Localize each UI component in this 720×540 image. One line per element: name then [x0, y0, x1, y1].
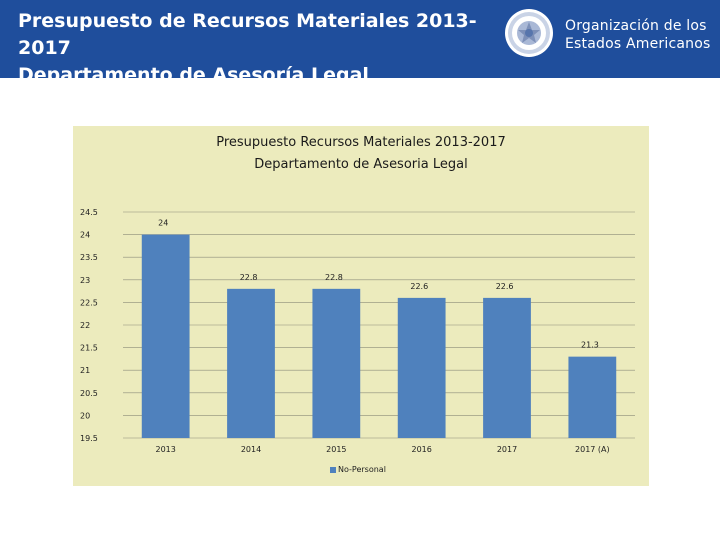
page-title: Presupuesto de Recursos Materiales 2013-… — [18, 8, 498, 89]
data-label: 21.3 — [581, 341, 599, 350]
chart-panel: Presupuesto Recursos Materiales 2013-201… — [73, 126, 649, 486]
y-tick-label: 24 — [80, 231, 90, 240]
y-tick-label: 19.5 — [80, 434, 98, 443]
data-label: 22.6 — [496, 282, 514, 291]
y-tick-label: 22 — [80, 321, 90, 330]
organization-name-line-2: Estados Americanos — [565, 36, 711, 52]
bar-chart: 19.5 20 20.5 21 21.5 22 22.5 23 23.5 24 24.5 24 2013… — [80, 208, 635, 454]
chart-title-line-2: Departamento de Asesoria Legal — [254, 157, 468, 172]
organization-name-line-1: Organización de los — [565, 18, 707, 34]
organization-name: Organización de los Estados Americanos — [565, 17, 715, 53]
bar — [141, 234, 190, 438]
x-tick-label: 2013 — [155, 445, 175, 454]
y-tick-label: 23 — [80, 276, 90, 285]
header-banner: Presupuesto de Recursos Materiales 2013-… — [0, 0, 720, 86]
bar — [312, 288, 361, 438]
x-tick-label: 2017 (A) — [575, 445, 610, 454]
y-tick-label: 22.5 — [80, 298, 98, 307]
x-tick-label: 2015 — [326, 445, 346, 454]
legend-swatch — [330, 466, 336, 473]
x-tick-label: 2016 — [411, 445, 431, 454]
oas-seal-logo — [505, 9, 553, 57]
y-tick-label: 24.5 — [80, 208, 98, 217]
bar — [483, 297, 531, 438]
data-label: 22.8 — [240, 273, 258, 282]
legend-label: No-Personal — [338, 465, 386, 474]
chart-title-line-1: Presupuesto Recursos Materiales 2013-201… — [216, 135, 506, 150]
page-title-line-2: Departamento de Asesoría Legal — [18, 64, 369, 86]
y-tick-label: 21 — [80, 366, 90, 375]
y-tick-label: 23.5 — [80, 253, 98, 262]
bar — [568, 356, 617, 438]
y-tick-label: 20 — [80, 411, 90, 420]
data-label: 24 — [158, 219, 168, 228]
bar — [227, 288, 275, 438]
bar — [397, 297, 446, 438]
data-label: 22.6 — [410, 282, 428, 291]
chart-legend: No-Personal — [330, 465, 386, 474]
x-tick-label: 2017 — [497, 445, 517, 454]
page-title-line-1: Presupuesto de Recursos Materiales 2013-… — [18, 10, 477, 59]
y-tick-label: 21.5 — [80, 344, 98, 353]
y-tick-label: 20.5 — [80, 389, 98, 398]
data-label: 22.8 — [325, 273, 343, 282]
x-tick-label: 2014 — [241, 445, 261, 454]
